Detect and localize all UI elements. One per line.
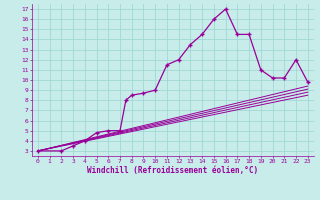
X-axis label: Windchill (Refroidissement éolien,°C): Windchill (Refroidissement éolien,°C) [87, 166, 258, 175]
